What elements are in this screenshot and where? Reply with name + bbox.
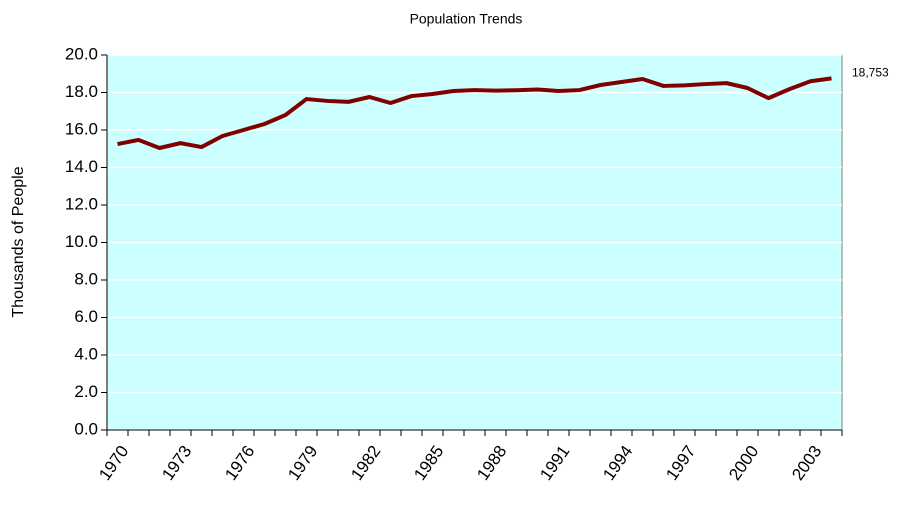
chart-title: Population Trends xyxy=(410,11,523,27)
x-tick-label: 1982 xyxy=(347,442,384,484)
data-label: 18,753 xyxy=(852,66,889,80)
x-tick-label: 2000 xyxy=(725,442,762,484)
y-tick-label: 16.0 xyxy=(65,119,98,138)
y-tick-label: 8.0 xyxy=(74,269,98,288)
x-tick-label: 1997 xyxy=(662,442,699,484)
x-tick-label: 1970 xyxy=(95,442,132,484)
line xyxy=(117,76,832,150)
x-tick-label: 1985 xyxy=(410,442,447,484)
y-tick-label: 6.0 xyxy=(74,307,98,326)
y-tick-label: 20.0 xyxy=(65,44,98,63)
x-tick-label: 1994 xyxy=(599,442,636,484)
x-tick-label: 1988 xyxy=(473,442,510,484)
y-tick-label: 18.0 xyxy=(65,82,98,101)
y-tick-label: 10.0 xyxy=(65,232,98,251)
y-tick-label: 2.0 xyxy=(74,382,98,401)
x-tick-label: 1979 xyxy=(284,442,321,484)
y-axis-label: Thousands of People xyxy=(10,166,27,317)
x-tick-label: 1973 xyxy=(158,442,195,484)
y-tick-label: 0.0 xyxy=(74,419,98,438)
y-tick-label: 14.0 xyxy=(65,157,98,176)
y-tick-label: 12.0 xyxy=(65,194,98,213)
x-tick-label: 2003 xyxy=(788,442,825,484)
y-tick-label: 4.0 xyxy=(74,344,98,363)
x-tick-label: 1976 xyxy=(221,442,258,484)
x-tick-label: 1991 xyxy=(536,442,573,484)
